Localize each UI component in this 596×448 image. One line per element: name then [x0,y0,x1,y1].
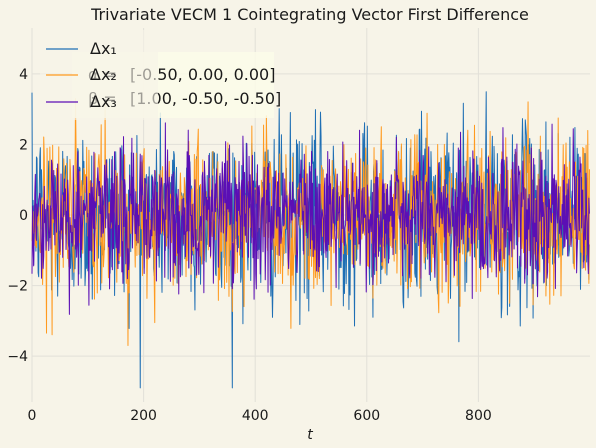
y-tick-label: 4 [19,67,28,83]
x-tick-label: 0 [28,408,37,424]
x-tick-label: 400 [242,408,269,424]
y-tick-label: 0 [19,208,28,224]
legend-label-series-3: Δx₃ [90,92,117,111]
plot-area [31,91,590,389]
alpha-value: [-0.50, 0.00, 0.00] [130,65,275,84]
series-line-3 [31,122,590,315]
y-tick-label: −2 [7,279,28,295]
x-axis-label: t [307,427,313,443]
legend-label-series-1: Δx₁ [90,39,117,58]
x-tick-label: 800 [465,408,492,424]
legend: Δx₁ Δx₂ Δx₃ [40,30,158,120]
x-tick-label: 600 [353,408,380,424]
ticks: 0 200 400 600 800 −4 −2 0 2 4 [7,67,491,424]
y-tick-label: 2 [19,137,28,153]
chart-title: Trivariate VECM 1 Cointegrating Vector F… [90,5,529,24]
beta-value: [1.00, -0.50, -0.50] [130,89,281,108]
x-tick-label: 200 [130,408,157,424]
y-tick-label: −4 [7,349,28,365]
legend-label-series-2: Δx₂ [90,65,117,84]
